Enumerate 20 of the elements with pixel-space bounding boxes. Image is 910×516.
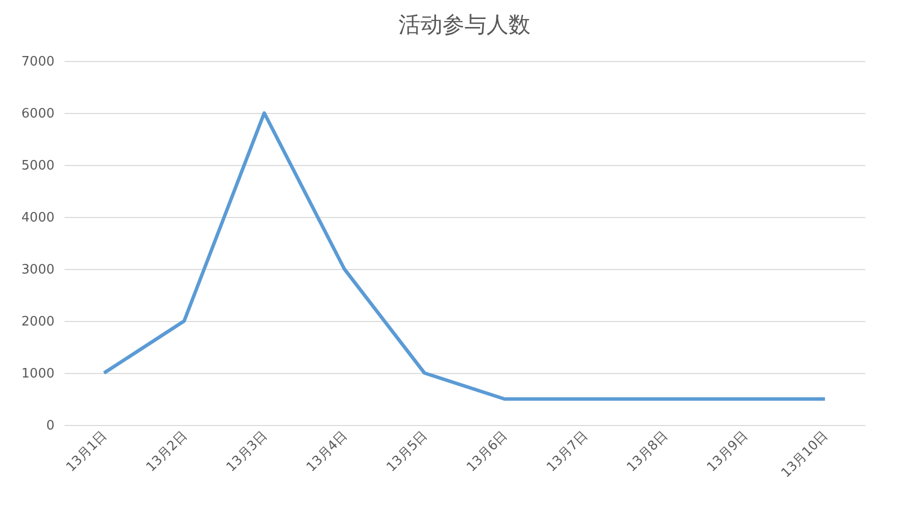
x-tick-label: 13月5日 bbox=[384, 428, 431, 476]
line-series bbox=[102, 111, 827, 401]
y-tick-label: 7000 bbox=[21, 54, 54, 70]
y-tick-label: 3000 bbox=[21, 262, 54, 278]
x-tick-label: 13月3日 bbox=[224, 428, 270, 476]
y-tick-label: 6000 bbox=[21, 106, 54, 122]
x-tick-label: 13月4日 bbox=[304, 428, 351, 476]
x-tick-label: 13月2日 bbox=[144, 428, 190, 476]
x-tick-label: 13月8日 bbox=[624, 428, 671, 476]
x-tick-label: 13月1日 bbox=[64, 428, 110, 476]
x-tick-label: 13月6日 bbox=[464, 428, 511, 476]
x-tick-label: 13月7日 bbox=[544, 428, 591, 476]
y-tick-label: 5000 bbox=[21, 158, 54, 174]
chart-title: 活动参与人数 bbox=[398, 13, 530, 38]
x-tick-label: 13月10日 bbox=[778, 428, 832, 481]
x-tick-label: 13月9日 bbox=[704, 428, 752, 476]
y-tick-label: 4000 bbox=[21, 210, 54, 226]
y-tick-label: 2000 bbox=[21, 314, 54, 330]
y-tick-label: 0 bbox=[46, 418, 54, 434]
y-tick-label: 1000 bbox=[21, 366, 54, 382]
